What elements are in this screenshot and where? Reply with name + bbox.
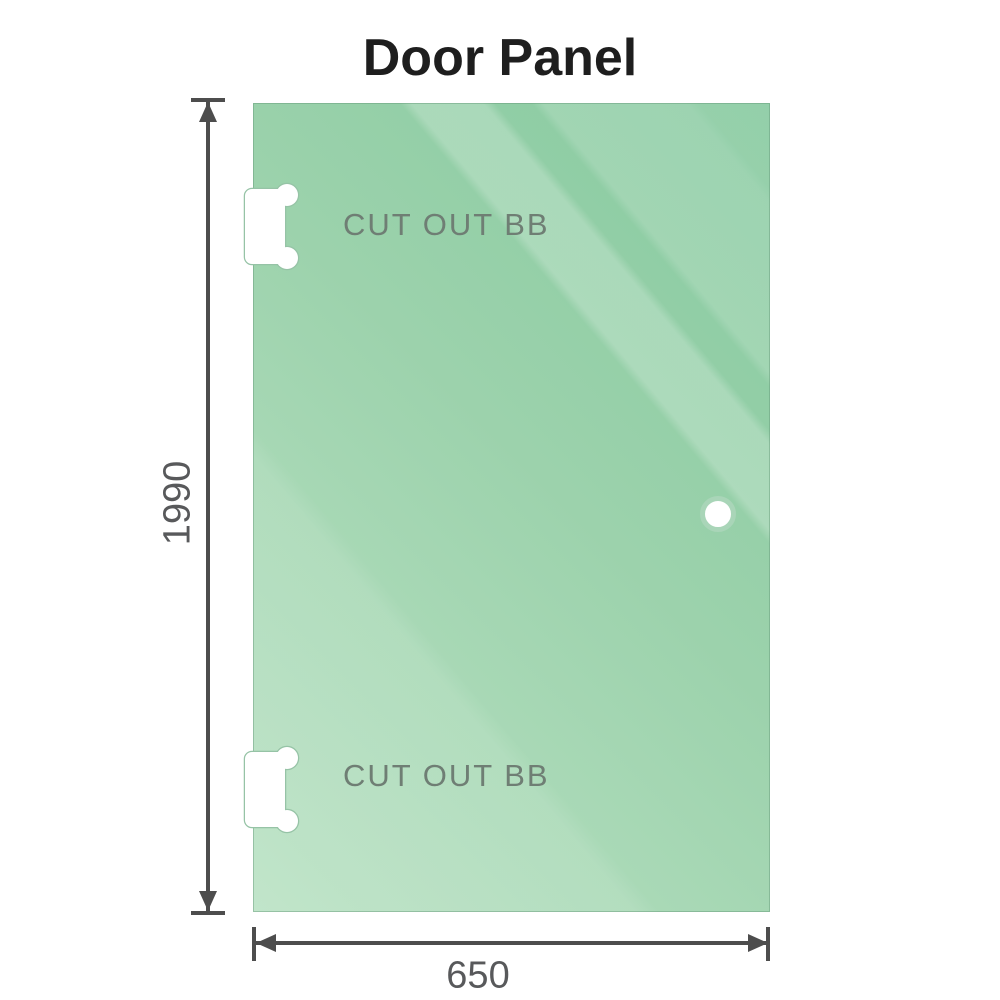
width-dim-tick-right [766, 927, 770, 961]
hinge-cutout-bottom [243, 745, 300, 834]
cutout-label-bottom: CUT OUT BB [343, 758, 550, 793]
width-dim-arrow-right-icon [748, 934, 768, 952]
height-dim-label: 1990 [156, 460, 199, 546]
cutout-label-top: CUT OUT BB [343, 207, 550, 242]
width-dim-label: 650 [446, 954, 510, 997]
height-dim-cap-bottom [191, 911, 225, 915]
height-dim-line [206, 100, 210, 913]
glass-panel: CUT OUT BB CUT OUT BB [243, 103, 770, 912]
width-dim-line [254, 941, 768, 945]
page-title: Door Panel [362, 29, 638, 87]
hinge-cutout-top [243, 182, 300, 271]
height-dim-arrow-up-icon [199, 102, 217, 122]
height-dim-arrow-down-icon [199, 891, 217, 911]
handle-hole [700, 496, 736, 532]
width-dim-arrow-left-icon [256, 934, 276, 952]
